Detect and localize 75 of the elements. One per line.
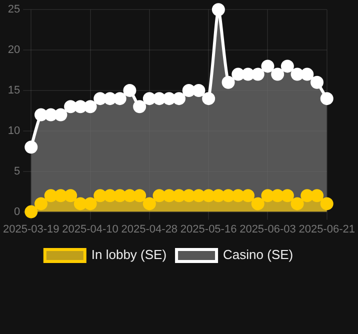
point	[280, 60, 294, 73]
point	[94, 92, 107, 106]
point	[182, 84, 196, 97]
point	[84, 100, 97, 114]
point	[103, 92, 116, 106]
point	[261, 189, 274, 202]
point	[232, 68, 245, 81]
point	[64, 100, 78, 114]
point	[133, 100, 146, 114]
point	[172, 92, 186, 106]
point	[242, 68, 255, 81]
point	[133, 189, 146, 202]
point	[242, 189, 255, 202]
point	[192, 84, 206, 97]
point	[320, 197, 334, 210]
point	[310, 76, 324, 89]
y-tick-label: 0	[14, 206, 20, 218]
point	[103, 189, 116, 202]
point	[54, 189, 68, 202]
point	[290, 68, 304, 81]
point	[162, 189, 176, 202]
point	[44, 108, 58, 122]
y-tick-label: 10	[8, 124, 20, 137]
point	[152, 189, 166, 202]
point	[310, 189, 324, 202]
point	[74, 197, 87, 210]
point	[251, 197, 264, 210]
x-tick-label: 2025-06-03	[240, 223, 296, 236]
point	[162, 92, 176, 106]
point	[232, 189, 245, 202]
point	[320, 92, 334, 106]
point	[202, 92, 216, 106]
x-tick-label: 2025-03-19	[2, 223, 60, 236]
point	[251, 68, 264, 81]
point	[182, 189, 196, 202]
legend-label: Casino (SE)	[223, 247, 294, 262]
point	[300, 68, 314, 81]
point	[64, 189, 78, 202]
point	[261, 60, 274, 73]
x-tick-label: 2025-06-21	[298, 223, 356, 236]
legend-label: In lobby (SE)	[91, 247, 167, 262]
point	[84, 197, 97, 210]
point	[222, 189, 235, 202]
point	[280, 189, 294, 202]
point	[290, 197, 304, 210]
x-tick-label: 2025-05-16	[180, 223, 237, 236]
point	[113, 92, 126, 106]
point	[202, 189, 216, 202]
x-tick-label: 2025-04-28	[121, 223, 178, 236]
point	[44, 189, 58, 202]
y-tick-label: 15	[8, 84, 20, 97]
point	[142, 92, 156, 106]
x-tick-label: 2025-04-10	[62, 223, 118, 236]
point	[113, 189, 126, 202]
point	[172, 189, 186, 202]
y-tick-label: 25	[8, 4, 20, 16]
point	[94, 189, 107, 202]
point	[212, 3, 225, 16]
point	[271, 68, 284, 81]
point	[123, 84, 136, 97]
point	[192, 189, 206, 202]
point	[222, 76, 235, 89]
point	[212, 189, 225, 202]
y-tick-label: 5	[14, 165, 20, 178]
point	[54, 108, 68, 122]
point	[24, 140, 38, 154]
point	[152, 92, 166, 106]
point	[142, 197, 156, 210]
point	[300, 189, 314, 202]
point	[123, 189, 136, 202]
y-tick-label: 20	[8, 44, 20, 56]
point	[271, 189, 284, 202]
point	[34, 197, 48, 210]
point	[34, 108, 48, 122]
point	[74, 100, 87, 114]
